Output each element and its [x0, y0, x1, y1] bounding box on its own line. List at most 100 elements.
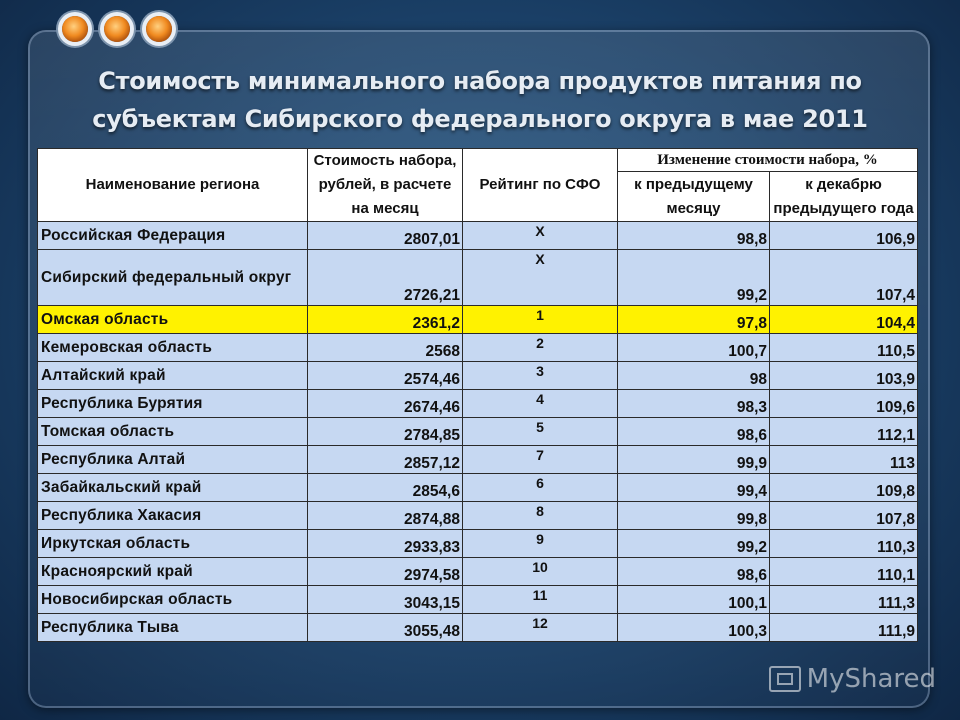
prev-dec-cell: 112,1: [768, 417, 919, 446]
cost-cell: 3043,15: [307, 585, 463, 614]
prev-dec-cell: 103,9: [768, 361, 919, 390]
header-cost: Стоимость набора, рублей, в расчете на м…: [307, 148, 463, 222]
orange-dot-icon: [104, 16, 130, 42]
prev-month-cell: 98: [617, 361, 770, 390]
prev-month-cell: 99,9: [617, 445, 770, 474]
watermark-text: MyShared: [806, 664, 936, 694]
region-name-cell: Сибирский федеральный округ: [37, 249, 308, 306]
rank-cell: 8: [462, 501, 618, 530]
header-change: Изменение стоимости набора, %: [616, 147, 919, 173]
prev-month-cell: 100,1: [617, 585, 770, 614]
cost-cell: 2726,21: [307, 249, 463, 306]
region-name-cell: Российская Федерация: [37, 221, 308, 250]
table-row: Кемеровская область 2568 2 100,7 110,5: [37, 333, 919, 362]
table-row: Забайкальский край 2854,6 6 99,4 109,8: [37, 473, 919, 502]
prev-month-cell: 99,4: [617, 473, 770, 502]
prev-month-cell: 98,8: [617, 221, 770, 250]
prev-month-cell: 99,8: [617, 501, 770, 530]
rank-cell: 3: [462, 361, 618, 390]
header-prev-month: к предыдущему месяцу: [617, 171, 770, 222]
cost-cell: 2874,88: [307, 501, 463, 530]
table-row: Республика Тыва 3055,48 12 100,3 111,9: [37, 613, 919, 642]
header-region: Наименование региона: [37, 148, 308, 222]
cost-cell: 2784,85: [307, 417, 463, 446]
region-name-cell: Кемеровская область: [37, 333, 308, 362]
header-rank: Рейтинг по СФО: [462, 148, 618, 222]
rank-cell: 2: [462, 333, 618, 362]
region-name-cell: Иркутская область: [37, 529, 308, 558]
prev-dec-cell: 106,9: [768, 221, 919, 250]
cost-cell: 2574,46: [307, 361, 463, 390]
cost-cell: 2674,46: [307, 389, 463, 418]
cost-cell: 3055,48: [307, 613, 463, 642]
table-row: Алтайский край 2574,46 3 98 103,9: [37, 361, 919, 390]
prev-dec-cell: 113: [768, 445, 919, 474]
prev-dec-cell: 109,6: [768, 389, 919, 418]
price-table: Наименование региона Стоимость набора, р…: [37, 147, 919, 642]
header-prev-dec: к декабрю предыдущего года: [768, 171, 919, 222]
prev-dec-cell: 110,3: [768, 529, 919, 558]
rank-cell: 10: [462, 557, 618, 586]
table-row: Российская Федерация 2807,01 Х 98,8 106,9: [37, 221, 919, 250]
prev-month-cell: 100,7: [617, 333, 770, 362]
prev-month-cell: 99,2: [617, 249, 770, 306]
watermark: MyShared: [768, 664, 936, 694]
table-row: Республика Хакасия 2874,88 8 99,8 107,8: [37, 501, 919, 530]
prev-dec-cell: 107,4: [768, 249, 919, 306]
region-name-cell: Омская область: [37, 305, 308, 334]
rank-cell: 6: [462, 473, 618, 502]
region-name-cell: Республика Алтай: [37, 445, 308, 474]
region-name-cell: Республика Бурятия: [37, 389, 308, 418]
cost-cell: 2857,12: [307, 445, 463, 474]
rank-cell: 4: [462, 389, 618, 418]
region-name-cell: Республика Тыва: [37, 613, 308, 642]
table-row: Республика Алтай 2857,12 7 99,9 113: [37, 445, 919, 474]
prev-month-cell: 98,6: [617, 417, 770, 446]
table-row: Красноярский край 2974,58 10 98,6 110,1: [37, 557, 919, 586]
cost-cell: 2807,01: [307, 221, 463, 250]
rank-cell: 5: [462, 417, 618, 446]
region-name-cell: Новосибирская область: [37, 585, 308, 614]
prev-dec-cell: 110,1: [768, 557, 919, 586]
prev-dec-cell: 111,9: [768, 613, 919, 642]
slide-title: Стоимость минимального набора продуктов …: [92, 67, 868, 171]
prev-month-cell: 98,3: [617, 389, 770, 418]
table-row: Сибирский федеральный округ 2726,21 Х 99,2 1…: [37, 249, 919, 306]
rank-cell: Х: [462, 249, 618, 306]
region-name-cell: Забайкальский край: [37, 473, 308, 502]
orange-dot-icon: [62, 16, 88, 42]
prev-dec-cell: 111,3: [768, 585, 919, 614]
cost-cell: 2933,83: [307, 529, 463, 558]
table-row: Новосибирская область 3043,15 11 100,1 111,3: [37, 585, 919, 614]
region-name-cell: Алтайский край: [37, 361, 308, 390]
orange-dot-icon: [146, 16, 172, 42]
decorative-dots: [62, 16, 172, 42]
region-name-cell: Красноярский край: [37, 557, 308, 586]
prev-month-cell: 97,8: [617, 305, 770, 334]
table-row: Томская область 2784,85 5 98,6 112,1: [37, 417, 919, 446]
prev-month-cell: 100,3: [617, 613, 770, 642]
prev-dec-cell: 109,8: [768, 473, 919, 502]
table-row: Омская область 2361,2 1 97,8 104,4: [37, 305, 919, 334]
region-name-cell: Томская область: [37, 417, 308, 446]
rank-cell: 7: [462, 445, 618, 474]
cost-cell: 2568: [307, 333, 463, 362]
rank-cell: 12: [462, 613, 618, 642]
cost-cell: 2854,6: [307, 473, 463, 502]
region-name-cell: Республика Хакасия: [37, 501, 308, 530]
prev-dec-cell: 104,4: [768, 305, 919, 334]
cost-cell: 2974,58: [307, 557, 463, 586]
rank-cell: 11: [462, 585, 618, 614]
prev-month-cell: 98,6: [617, 557, 770, 586]
cost-cell: 2361,2: [307, 305, 463, 334]
monitor-icon: [768, 666, 801, 692]
rank-cell: 1: [462, 305, 618, 334]
prev-month-cell: 99,2: [617, 529, 770, 558]
table-row: Иркутская область 2933,83 9 99,2 110,3: [37, 529, 919, 558]
table-row: Республика Бурятия 2674,46 4 98,3 109,6: [37, 389, 919, 418]
prev-dec-cell: 110,5: [768, 333, 919, 362]
table-body: Российская Федерация 2807,01 Х 98,8 106,9 Сиб…: [37, 221, 919, 642]
rank-cell: 9: [462, 529, 618, 558]
rank-cell: Х: [462, 221, 618, 250]
prev-dec-cell: 107,8: [768, 501, 919, 530]
